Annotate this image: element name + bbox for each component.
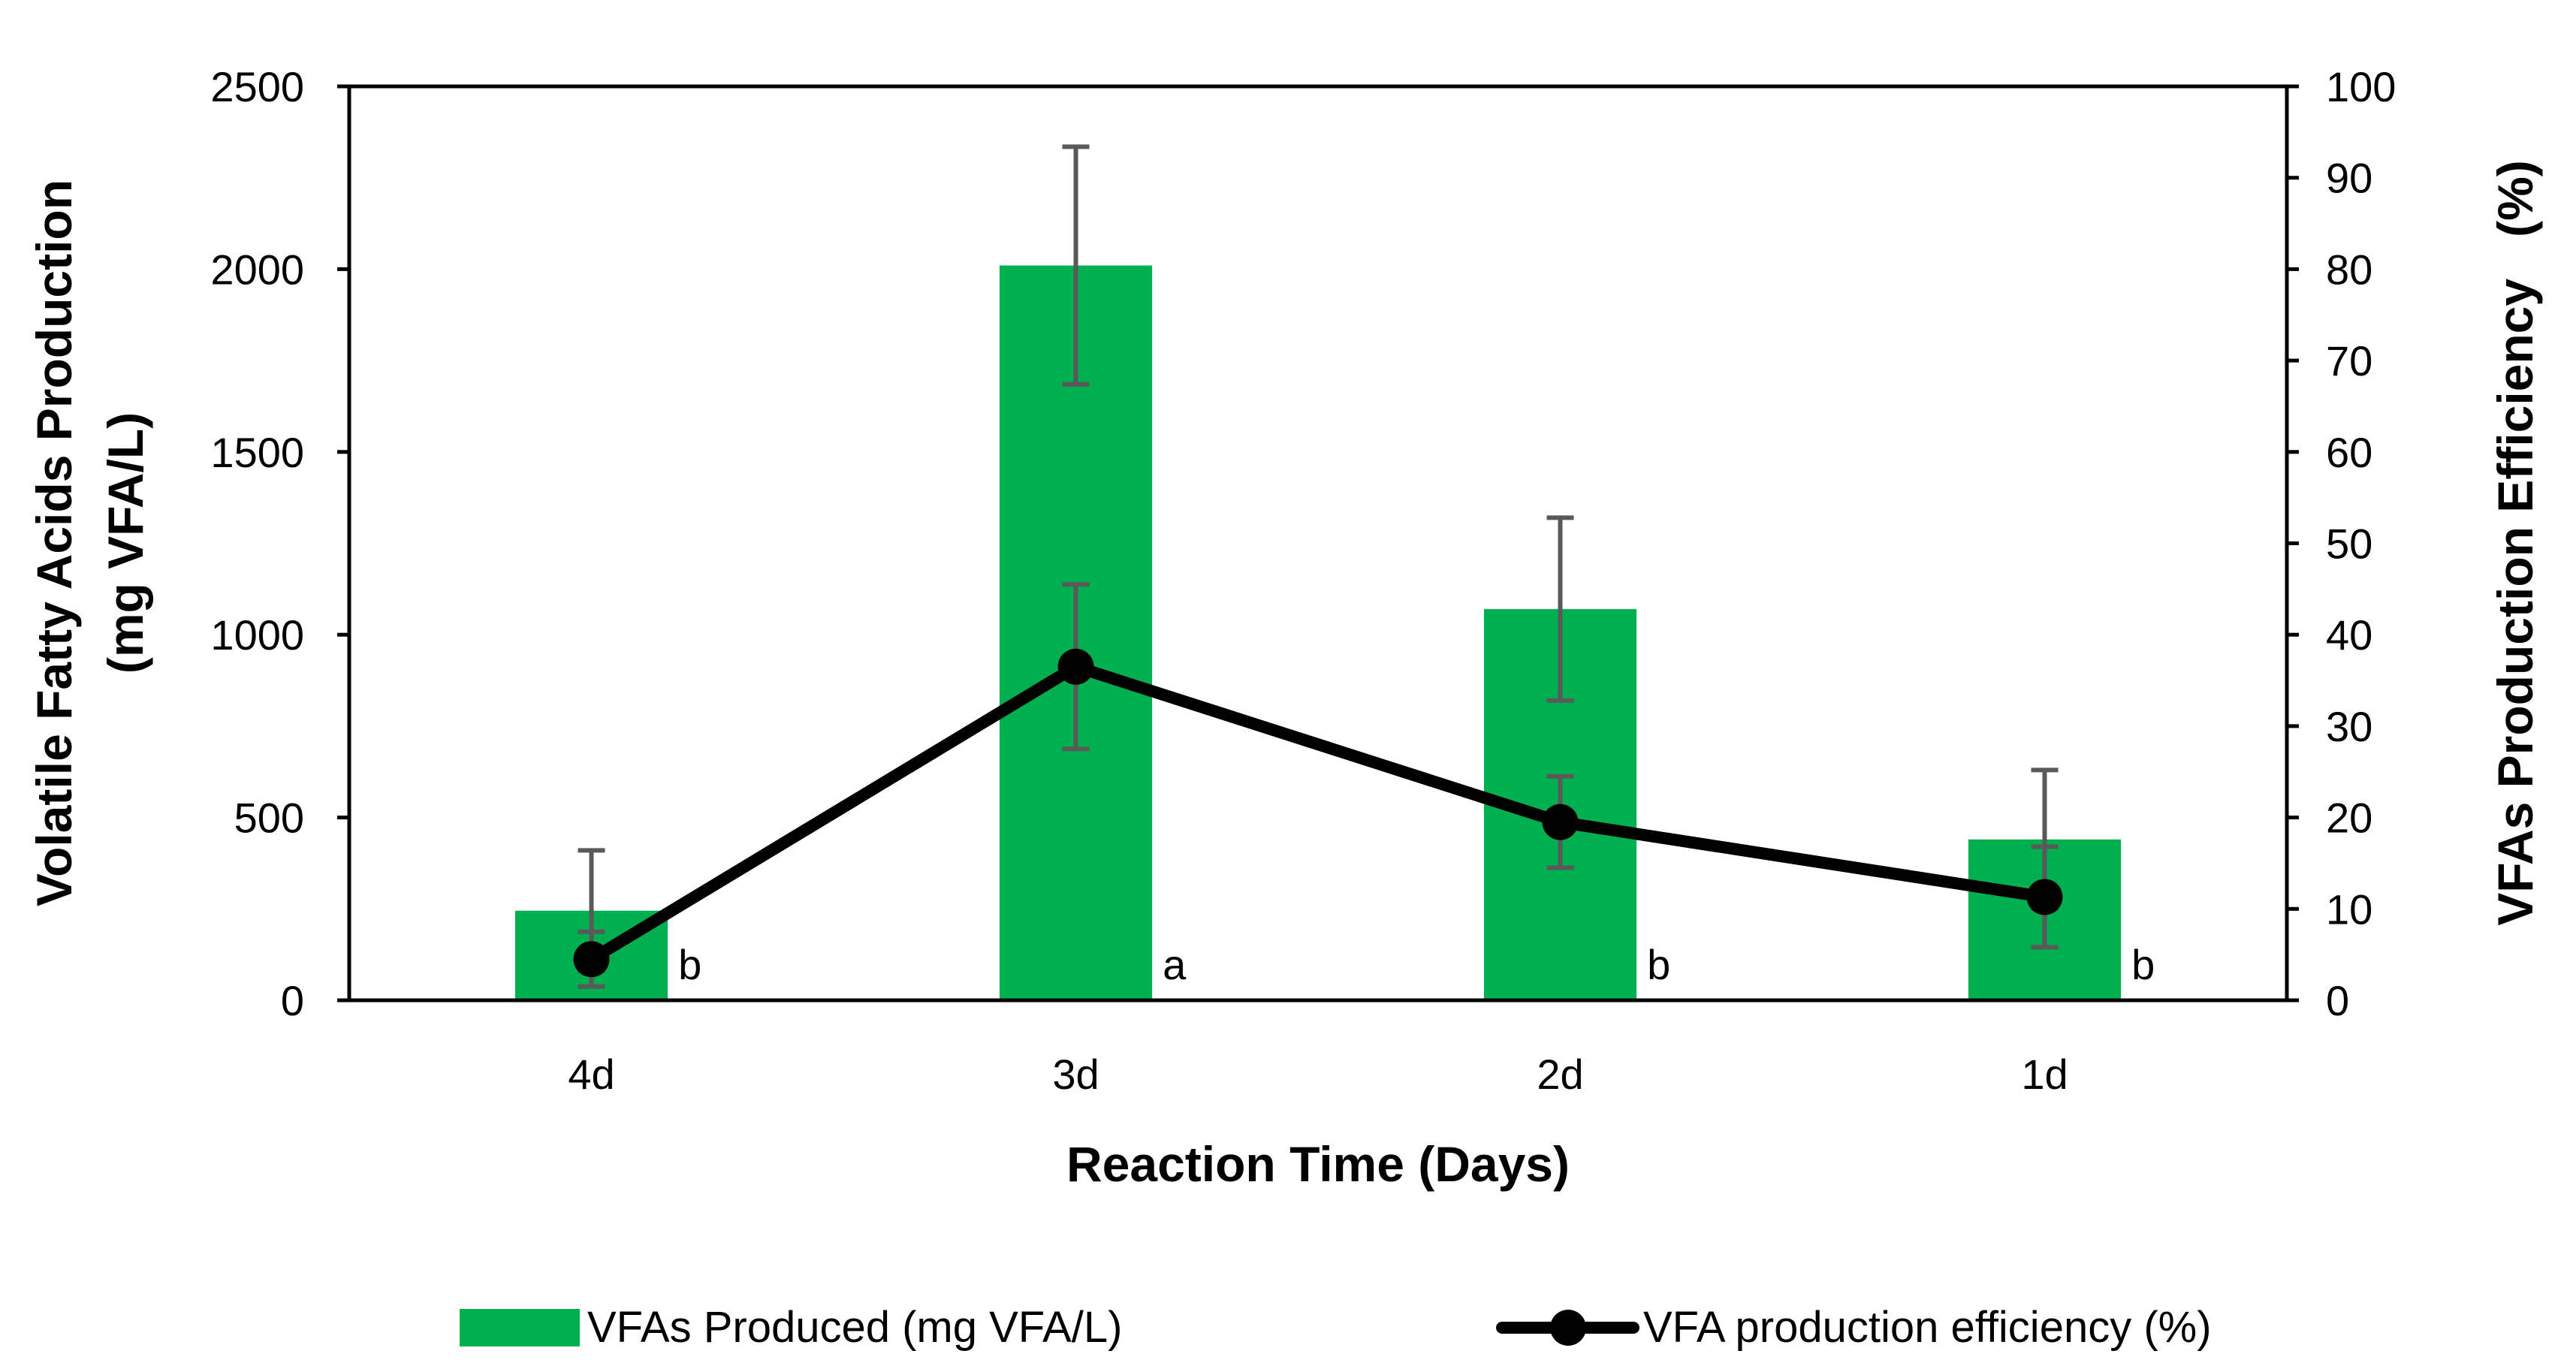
- right-tick-label-60: 60: [2326, 429, 2372, 476]
- left-axis-title-line1: Volatile Fatty Acids Production: [26, 179, 82, 906]
- significance-letter-4d: b: [678, 941, 701, 988]
- right-tick-label-0: 0: [2326, 977, 2349, 1024]
- legend-bar-label: VFAs Produced (mg VFA/L): [587, 1303, 1122, 1352]
- legend: VFAs Produced (mg VFA/L) VFA production …: [460, 1303, 2212, 1352]
- right-tick-label-30: 30: [2326, 703, 2372, 750]
- right-tick-label-20: 20: [2326, 795, 2372, 842]
- bars-group: [514, 265, 2122, 1001]
- left-tick-label-1000: 1000: [210, 611, 304, 659]
- x-tick-label-3d: 3d: [1052, 1051, 1099, 1098]
- efficiency-point-3d: [1057, 648, 1094, 685]
- efficiency-point-4d: [573, 941, 610, 978]
- right-tick-label-50: 50: [2326, 520, 2372, 568]
- left-tick-label-0: 0: [281, 977, 304, 1024]
- x-axis-ticks: 4d 3d 2d 1d: [568, 1051, 2068, 1098]
- efficiency-line-group: [573, 648, 2063, 978]
- legend-bar-swatch: [460, 1309, 580, 1346]
- efficiency-point-2d: [1542, 804, 1579, 840]
- left-tick-label-2500: 2500: [210, 63, 304, 110]
- right-tick-label-90: 90: [2326, 155, 2372, 202]
- x-tick-label-2d: 2d: [1537, 1051, 1583, 1098]
- right-axis-title: VFAs Production Efficiency (%): [2487, 160, 2543, 926]
- right-tick-label-100: 100: [2326, 63, 2396, 110]
- x-axis-title: Reaction Time (Days): [1066, 1136, 1570, 1192]
- left-tick-label-2000: 2000: [210, 246, 304, 293]
- bar-error-bars: [578, 144, 2059, 974]
- left-tick-label-500: 500: [234, 795, 304, 842]
- right-tick-label-10: 10: [2326, 885, 2372, 933]
- significance-letter-1d: b: [2131, 941, 2155, 988]
- right-axis-ticks: 0 10 20 30 40 50 60 70 80 90 100: [2287, 63, 2396, 1024]
- line-error-bars: [578, 582, 2059, 989]
- right-tick-label-80: 80: [2326, 246, 2372, 293]
- efficiency-line: [585, 660, 2051, 966]
- legend-line-label: VFA production efficiency (%): [1643, 1303, 2212, 1352]
- significance-letter-2d: b: [1647, 941, 1670, 988]
- efficiency-point-1d: [2026, 879, 2063, 915]
- x-tick-label-1d: 1d: [2021, 1051, 2068, 1098]
- right-tick-label-40: 40: [2326, 611, 2372, 659]
- left-tick-label-1500: 1500: [210, 429, 304, 476]
- significance-letter-3d: a: [1163, 941, 1187, 988]
- legend-line-marker: [1550, 1310, 1586, 1346]
- right-tick-label-70: 70: [2326, 337, 2372, 384]
- left-axis-ticks: 0 500 1000 1500 2000 2500: [210, 63, 349, 1024]
- left-axis-title-line2: (mg VFA/L): [98, 412, 153, 674]
- x-tick-label-4d: 4d: [568, 1051, 614, 1098]
